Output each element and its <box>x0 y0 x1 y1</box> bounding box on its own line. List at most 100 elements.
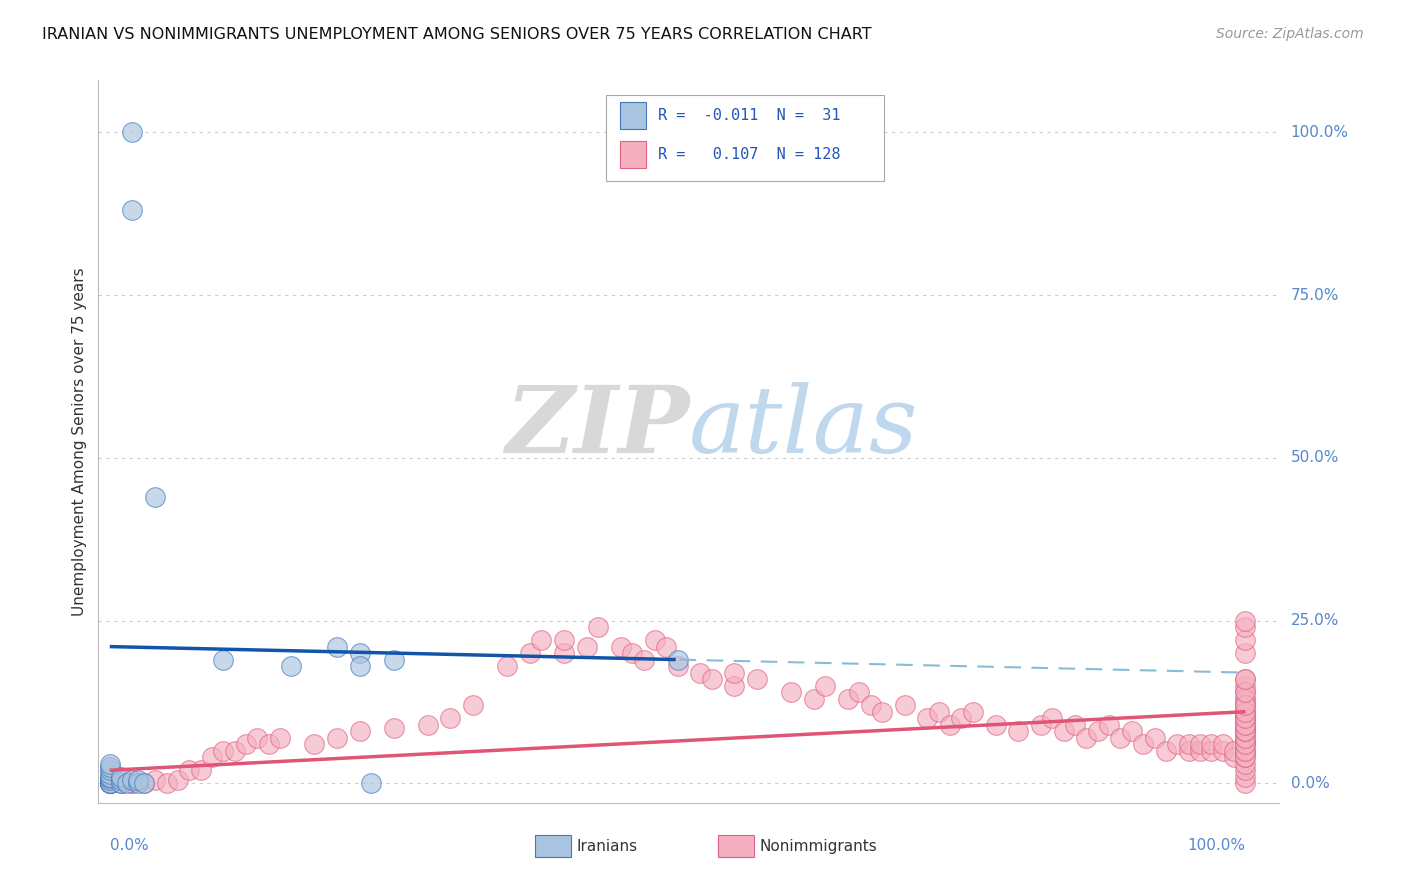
Point <box>1234 731 1257 745</box>
Point <box>190 764 212 778</box>
Point <box>530 633 553 648</box>
Point <box>1234 731 1257 745</box>
Point <box>1234 717 1257 731</box>
Point <box>1064 717 1087 731</box>
Point <box>1121 724 1143 739</box>
Point <box>98 776 121 790</box>
Point <box>1087 724 1109 739</box>
Text: atlas: atlas <box>689 382 918 472</box>
Point <box>644 633 666 648</box>
Point <box>621 646 644 660</box>
Point <box>745 672 768 686</box>
Point <box>1234 737 1257 751</box>
Point <box>127 772 149 787</box>
Point <box>1154 744 1177 758</box>
Point <box>519 646 541 660</box>
Point <box>1053 724 1076 739</box>
Point <box>1177 744 1199 758</box>
Point <box>666 659 689 673</box>
Point <box>870 705 893 719</box>
Point <box>496 659 519 673</box>
Point <box>416 717 439 731</box>
Bar <box>718 835 754 857</box>
Text: 0.0%: 0.0% <box>110 838 149 853</box>
Point <box>1234 711 1257 725</box>
Point <box>553 633 575 648</box>
Point <box>98 771 121 785</box>
Point <box>1234 770 1257 784</box>
Point <box>1234 620 1257 634</box>
Point <box>349 646 371 660</box>
Point <box>666 652 689 666</box>
Point <box>962 705 984 719</box>
Point <box>127 776 149 790</box>
Point <box>98 776 121 790</box>
Point <box>98 776 121 790</box>
Point <box>1234 705 1257 719</box>
Point <box>110 770 132 784</box>
Point <box>110 776 132 790</box>
Point <box>1234 685 1257 699</box>
Point <box>98 770 121 784</box>
Point <box>132 776 155 790</box>
Point <box>848 685 870 699</box>
Point <box>1029 717 1052 731</box>
Point <box>1234 691 1257 706</box>
Point <box>1234 737 1257 751</box>
Point <box>700 672 723 686</box>
Point <box>1234 750 1257 764</box>
Point <box>814 679 837 693</box>
Point <box>280 659 302 673</box>
FancyBboxPatch shape <box>606 95 884 181</box>
Point <box>167 772 190 787</box>
Point <box>803 691 825 706</box>
Point <box>98 772 121 787</box>
Point <box>360 776 382 790</box>
Point <box>269 731 291 745</box>
Point <box>1177 737 1199 751</box>
Point <box>1234 724 1257 739</box>
Point <box>326 640 349 654</box>
Point <box>1234 776 1257 790</box>
Point <box>1132 737 1154 751</box>
Point <box>928 705 950 719</box>
Point <box>1234 744 1257 758</box>
Point <box>1234 717 1257 731</box>
Point <box>655 640 678 654</box>
Point <box>98 766 121 780</box>
Point <box>235 737 257 751</box>
Point <box>98 764 121 778</box>
Point <box>1234 698 1257 713</box>
Point <box>121 776 143 790</box>
Point <box>893 698 915 713</box>
Point <box>1234 731 1257 745</box>
Point <box>723 665 745 680</box>
Point <box>110 776 132 790</box>
Text: 75.0%: 75.0% <box>1291 287 1339 302</box>
Point <box>98 756 121 771</box>
Point <box>1223 750 1246 764</box>
Point <box>1234 685 1257 699</box>
Point <box>382 721 405 735</box>
Point <box>1234 711 1257 725</box>
Point <box>349 724 371 739</box>
Point <box>1234 764 1257 778</box>
Point <box>1234 744 1257 758</box>
Point <box>1234 724 1257 739</box>
Point <box>1234 711 1257 725</box>
Point <box>1234 691 1257 706</box>
Point <box>1234 646 1257 660</box>
Point <box>939 717 962 731</box>
Point <box>1201 744 1223 758</box>
Point <box>115 776 138 790</box>
Point <box>98 776 121 790</box>
Point <box>1234 672 1257 686</box>
Point <box>98 776 121 790</box>
Point <box>155 776 177 790</box>
Point <box>246 731 269 745</box>
Point <box>780 685 803 699</box>
Point <box>257 737 280 751</box>
Point <box>1234 705 1257 719</box>
Point <box>689 665 711 680</box>
Point <box>1234 711 1257 725</box>
